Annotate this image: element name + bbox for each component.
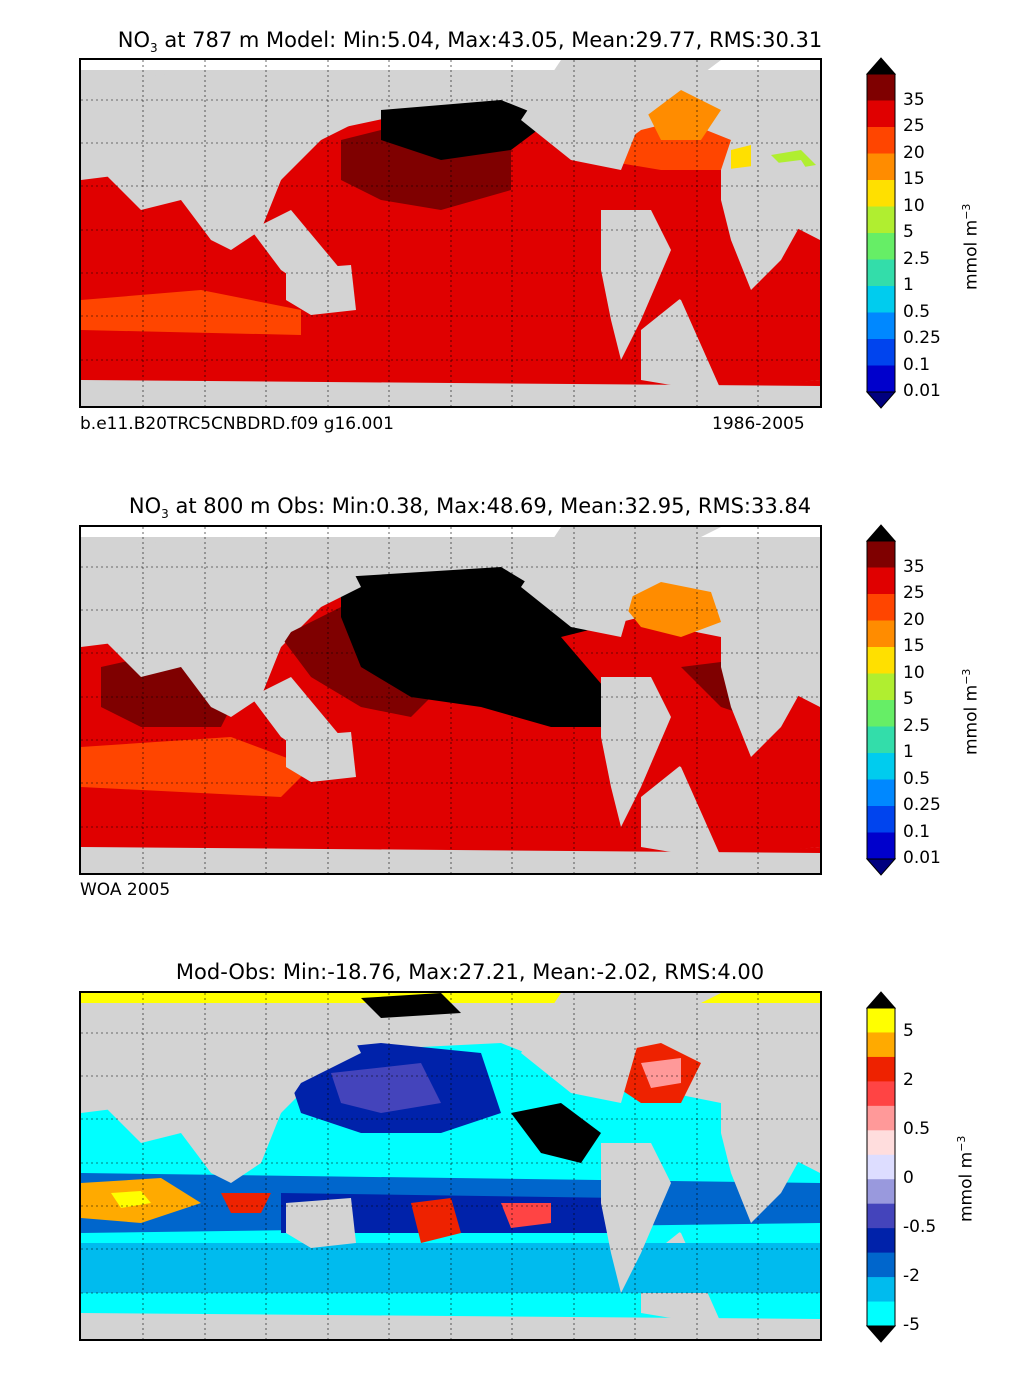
colorbar	[865, 57, 897, 409]
map-model	[79, 58, 822, 408]
colorbar-extend-bottom	[865, 1325, 897, 1343]
colorbar-tick-label: 25	[903, 116, 925, 136]
colorbar-tick-label: 0.5	[903, 301, 931, 322]
colorbar-tick-label: 0.25	[903, 795, 941, 815]
colorbar-tick-label: 10	[903, 662, 925, 683]
colorbar-segment	[867, 673, 895, 701]
footer-left: b.e11.B20TRC5CNBDRD.f09 g16.001	[80, 414, 394, 434]
colorbar-tick-label: 25	[903, 583, 925, 603]
colorbar-segment	[867, 1105, 895, 1131]
colorbar-segment	[867, 1154, 895, 1180]
colorbar-tick-label: 0.5	[903, 1119, 931, 1140]
colorbar-extend-top	[865, 991, 897, 1009]
colorbar-segment	[867, 753, 895, 780]
colorbar-segment	[867, 832, 895, 860]
colorbar-segment	[867, 541, 895, 568]
colorbar-tick-label: 0.1	[903, 821, 931, 842]
colorbar-segment	[867, 127, 895, 154]
map-diff-plot	[81, 993, 820, 1339]
panel-model: NO3 at 787 m Model: Min:5.04, Max:43.05,…	[0, 0, 1012, 460]
colorbar-segment	[867, 365, 895, 393]
colorbar-segment	[867, 1081, 895, 1107]
colorbar-segment	[867, 1203, 895, 1229]
colorbar-segment	[867, 779, 895, 807]
colorbar-svg	[865, 524, 897, 876]
colorbar-segment	[867, 620, 895, 648]
colorbar	[865, 991, 897, 1343]
colorbar-segment	[867, 100, 895, 128]
colorbar-tick-label: 2.5	[903, 715, 931, 736]
colorbar-tick-label: 20	[903, 142, 925, 163]
colorbar-svg	[865, 57, 897, 409]
colorbar-tick-label: 0.01	[903, 848, 941, 868]
colorbar-segment	[867, 312, 895, 340]
colorbar-segment	[867, 1179, 895, 1205]
colorbar-segment	[867, 567, 895, 595]
colorbar-tick-label: 10	[903, 195, 925, 216]
colorbar-tick-label: 1	[903, 742, 914, 762]
colorbar-svg	[865, 991, 897, 1343]
map-obs	[79, 525, 822, 875]
colorbar-segment	[867, 1032, 895, 1058]
colorbar-segment	[867, 1056, 895, 1082]
panel-title: NO3 at 800 m Obs: Min:0.38, Max:48.69, M…	[128, 494, 812, 522]
colorbar-tick-label: 35	[903, 556, 925, 577]
map-obs-plot	[81, 527, 820, 873]
panel-obs: NO3 at 800 m Obs: Min:0.38, Max:48.69, M…	[79, 494, 982, 900]
colorbar-label: mmol m−3	[955, 1135, 977, 1222]
colorbar-tick-label: 5	[903, 689, 914, 709]
colorbar-segment	[867, 1277, 895, 1303]
colorbar-segment	[867, 1130, 895, 1156]
colorbar-tick-label: -0.5	[903, 1217, 937, 1238]
colorbar-segment	[867, 1228, 895, 1254]
colorbar-segment	[867, 259, 895, 287]
colorbar-segment	[867, 74, 895, 101]
colorbar-frame	[866, 1007, 896, 1327]
colorbar-segment	[867, 647, 895, 674]
map-diff	[79, 991, 822, 1341]
footer-right: 1986-2005	[712, 414, 805, 434]
colorbar-tick-label: 20	[903, 609, 925, 630]
colorbar-segment	[867, 806, 895, 833]
colorbar-segment	[867, 206, 895, 234]
colorbar-frame	[866, 73, 896, 393]
panel-title: Mod-Obs: Min:-18.76, Max:27.21, Mean:-2.…	[175, 960, 765, 984]
colorbar-tick-label: 15	[903, 169, 925, 189]
colorbar-frame	[866, 540, 896, 860]
colorbar-segment	[867, 286, 895, 313]
colorbar-tick-label: 0.25	[903, 328, 941, 348]
colorbar-tick-label: 15	[903, 636, 925, 656]
colorbar-segment	[867, 153, 895, 181]
colorbar-tick-label: 35	[903, 89, 925, 110]
colorbar-tick-label: 0.01	[903, 381, 941, 401]
panel-title: NO3 at 787 m Model: Min:5.04, Max:43.05,…	[117, 28, 823, 56]
map-model-plot	[81, 60, 820, 406]
colorbar-tick-label: 0.5	[903, 768, 931, 789]
colorbar-segment	[867, 700, 895, 727]
colorbar-segment	[867, 594, 895, 621]
colorbar-tick-label: 2.5	[903, 248, 931, 269]
colorbar-segment	[867, 1008, 895, 1033]
colorbar-tick-label: -2	[903, 1266, 920, 1287]
colorbar-tick-label: 5	[903, 222, 914, 242]
colorbar-tick-label: -5	[903, 1315, 920, 1335]
colorbar-tick-label: 0.1	[903, 354, 931, 375]
colorbar-tick-label: 1	[903, 275, 914, 295]
colorbar-tick-label: 0	[903, 1168, 914, 1189]
colorbar-tick-label: 5	[903, 1021, 914, 1042]
colorbar	[865, 524, 897, 876]
colorbar-segment	[867, 180, 895, 207]
colorbar-segment	[867, 1252, 895, 1278]
colorbar-segment	[867, 1301, 895, 1327]
colorbar-segment	[867, 339, 895, 366]
colorbar-segment	[867, 726, 895, 754]
colorbar-segment	[867, 233, 895, 260]
colorbar-tick-label: 2	[903, 1070, 914, 1091]
footer-left: WOA 2005	[80, 880, 171, 900]
